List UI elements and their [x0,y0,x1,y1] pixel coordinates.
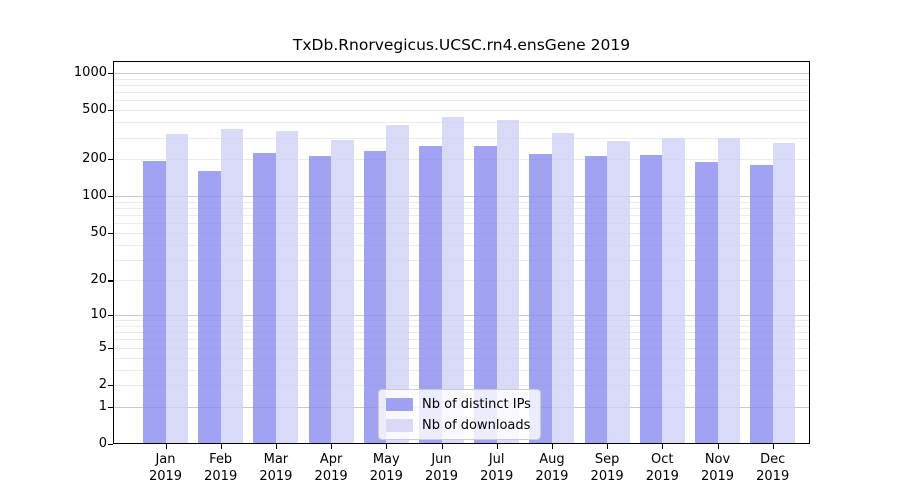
bar-downloads-sep [607,140,630,443]
legend-entry-distinct-ips: Nb of distinct IPs [386,396,531,412]
x-tick-label-mar: Mar 2019 [259,452,293,484]
x-tick-label-feb: Feb 2019 [204,452,238,484]
x-tick-mark [772,444,774,449]
bar-downloads-may [386,125,409,443]
major-gridline [114,72,809,74]
x-tick-label-oct: Oct 2019 [645,452,679,484]
x-tick-mark [441,444,443,449]
x-tick-label-jul: Jul 2019 [480,452,514,484]
y-tick-mark [108,159,113,161]
x-tick-mark [275,444,278,449]
x-tick-mark [165,444,167,449]
bar-distinct-ips-nov [695,161,718,443]
bar-downloads-aug [551,133,575,443]
y-tick-label: 0 [98,436,107,451]
bar-downloads-jul [496,119,520,443]
y-tick-mark [108,72,113,75]
bar-downloads-jan [165,134,188,443]
bar-downloads-oct [662,138,685,443]
minor-gridline [114,100,809,102]
y-tick-label: 10 [90,307,107,323]
x-tick-label-dec: Dec 2019 [756,452,790,484]
x-tick-label-may: May 2019 [369,452,403,484]
bar-downloads-apr [331,139,354,443]
bar-distinct-ips-jun [419,146,442,443]
x-tick-label-nov: Nov 2019 [700,452,735,484]
legend-label-downloads: Nb of downloads [422,417,531,433]
bar-distinct-ips-oct [639,154,663,443]
x-tick-mark [496,444,498,449]
y-tick-label: 1 [98,398,107,414]
bar-downloads-mar [275,130,299,443]
y-tick-label: 500 [82,102,107,118]
x-tick-mark [331,444,333,449]
bar-distinct-ips-apr [308,155,332,443]
bar-downloads-dec [772,142,796,443]
x-tick-mark [607,444,609,449]
bar-distinct-ips-jul [474,145,497,443]
y-tick-mark [108,110,113,112]
y-tick-mark [108,232,113,235]
x-tick-label-jun: Jun 2019 [424,452,459,484]
x-tick-label-apr: Apr 2019 [314,452,348,484]
bar-distinct-ips-may [363,151,387,443]
bar-distinct-ips-mar [253,153,276,443]
y-tick-mark [108,196,113,198]
y-tick-mark [108,385,113,387]
x-tick-mark [386,444,388,449]
legend-entry-downloads: Nb of downloads [386,417,531,433]
y-tick-label: 5 [98,339,107,355]
y-tick-mark [108,406,113,408]
bar-downloads-jun [441,117,464,443]
y-tick-mark [108,280,113,282]
x-tick-mark [717,444,719,449]
y-tick-label: 200 [82,151,107,167]
minor-gridline [114,84,809,86]
chart-title: TxDb.Rnorvegicus.UCSC.rn4.ensGene 2019 [292,36,631,54]
x-tick-mark [220,444,222,449]
bar-distinct-ips-sep [584,156,608,443]
y-tick-label: 1000 [73,64,107,80]
y-tick-label: 20 [90,272,107,288]
minor-gridline [114,110,809,112]
y-tick-label: 2 [98,377,107,392]
y-tick-mark [108,444,113,446]
x-tick-mark [551,444,554,449]
minor-gridline [114,78,809,80]
legend-swatch-distinct-ips [386,397,413,411]
y-tick-label: 50 [90,224,107,240]
legend: Nb of distinct IPs Nb of downloads [378,389,541,440]
minor-gridline [114,92,809,94]
bar-downloads-feb [220,128,244,443]
bar-distinct-ips-dec [750,164,773,443]
bar-distinct-ips-jan [143,161,166,443]
legend-swatch-downloads [386,418,413,432]
legend-label-distinct-ips: Nb of distinct IPs [422,396,531,412]
bar-distinct-ips-aug [529,153,552,443]
x-tick-label-sep: Sep 2019 [590,452,624,484]
x-tick-label-jan: Jan 2019 [148,452,183,484]
y-tick-mark [108,315,113,317]
y-tick-mark [108,347,113,349]
bar-distinct-ips-feb [198,170,221,443]
y-tick-label: 100 [82,188,107,204]
x-tick-mark [662,444,664,449]
x-tick-label-aug: Aug 2019 [535,452,569,484]
bar-downloads-nov [717,138,740,443]
